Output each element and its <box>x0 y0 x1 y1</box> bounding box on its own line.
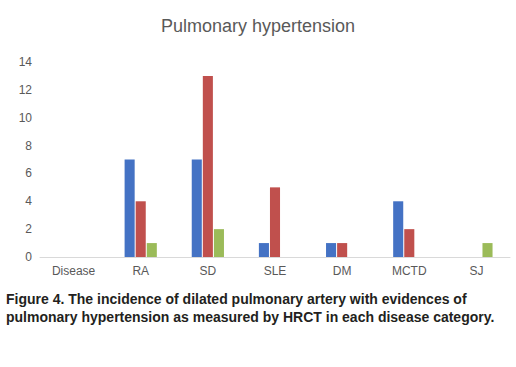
svg-text:SJ: SJ <box>469 264 483 278</box>
html-text:Figure 4. The incidence of dil: Figure 4. The incidence of dilated pulmo… <box>6 291 495 325</box>
svg-text:6: 6 <box>25 166 32 180</box>
svg-text:RA: RA <box>132 264 149 278</box>
svg-text:0: 0 <box>25 250 32 264</box>
svg-text:14: 14 <box>19 55 33 69</box>
svg-text:Disease: Disease <box>52 264 96 278</box>
svg-text:4: 4 <box>25 194 32 208</box>
svg-text:10: 10 <box>19 111 33 125</box>
svg-text:8: 8 <box>25 139 32 153</box>
svg-text:Pulmonary hypertension: Pulmonary hypertension <box>161 16 355 36</box>
svg-text:SD: SD <box>200 264 217 278</box>
svg-text:DM: DM <box>333 264 352 278</box>
svg-text:2: 2 <box>25 222 32 236</box>
svg-text:MCTD: MCTD <box>392 264 427 278</box>
svg-text:12: 12 <box>19 83 33 97</box>
svg-text:SLE: SLE <box>264 264 287 278</box>
